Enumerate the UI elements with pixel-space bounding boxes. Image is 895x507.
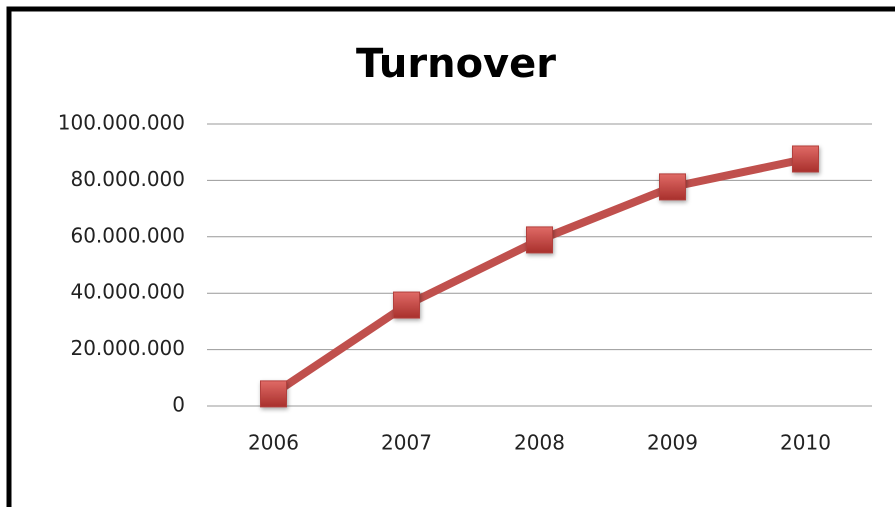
y-tick-label: 60.000.000 <box>70 223 185 247</box>
marker <box>260 380 287 408</box>
frame <box>6 6 895 507</box>
chart-title: Turnover <box>356 41 556 87</box>
marker <box>393 291 420 319</box>
x-tick-label: 2006 <box>248 431 299 455</box>
series-line <box>271 155 807 398</box>
y-tick-label: 0 <box>172 393 185 417</box>
x-tick-label: 2007 <box>381 431 432 455</box>
x-tick-label: 2008 <box>514 431 565 455</box>
marker <box>526 226 553 254</box>
y-tick-label: 80.000.000 <box>70 167 185 191</box>
marker <box>792 145 819 173</box>
y-tick-label: 20.000.000 <box>70 336 185 360</box>
marker <box>659 173 686 201</box>
x-tick-label: 2010 <box>780 431 831 455</box>
y-tick-label: 100.000.000 <box>58 111 185 135</box>
y-tick-label: 40.000.000 <box>70 280 185 304</box>
x-tick-label: 2009 <box>647 431 698 455</box>
